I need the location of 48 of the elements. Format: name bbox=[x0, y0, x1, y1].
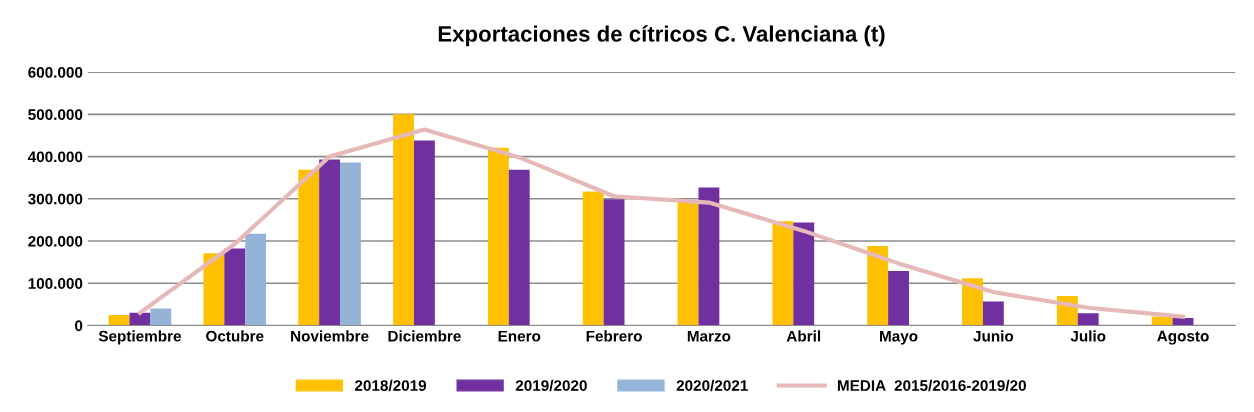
y-tick-label: 200.000 bbox=[28, 235, 83, 247]
x-tick-label: Septiembre bbox=[98, 330, 182, 345]
legend-label: 2019/2020 bbox=[515, 379, 587, 392]
bar bbox=[1077, 313, 1099, 326]
x-tick-label: Julio bbox=[1070, 330, 1106, 342]
bar bbox=[340, 162, 361, 326]
bar bbox=[508, 169, 530, 326]
bar bbox=[888, 271, 909, 326]
legend-label: 2018/2019 bbox=[354, 379, 427, 392]
bar bbox=[487, 147, 509, 326]
x-tick-label: Marzo bbox=[687, 330, 731, 342]
bar bbox=[245, 233, 267, 326]
y-tick-label: 400.000 bbox=[27, 151, 83, 163]
legend-label: MEDIA 2015/2016-2019/20 bbox=[837, 379, 1026, 392]
bar bbox=[582, 191, 604, 326]
bar bbox=[962, 278, 983, 326]
x-tick-label: Noviembre bbox=[291, 330, 369, 342]
bar bbox=[224, 248, 246, 326]
x-tick-label: Octubre bbox=[206, 330, 264, 342]
x-tick-label: Diciembre bbox=[388, 330, 461, 342]
bar bbox=[677, 200, 699, 326]
bar bbox=[319, 159, 341, 326]
chart-title: Exportaciones de cítricos C. Valenciana (t) bbox=[438, 25, 885, 47]
legend-label: 2020/2021 bbox=[676, 379, 748, 392]
x-tick-label: Febrero bbox=[586, 330, 642, 342]
bar bbox=[203, 253, 225, 326]
x-tick-label: Mayo bbox=[880, 330, 918, 345]
bar bbox=[772, 221, 794, 326]
x-tick-label: Agosto bbox=[1157, 330, 1209, 345]
x-tick-label: Junio bbox=[973, 330, 1014, 342]
y-tick-label: 300.000 bbox=[28, 193, 83, 205]
bar bbox=[982, 301, 1004, 326]
x-tick-label: Abril bbox=[786, 330, 821, 342]
bar bbox=[867, 246, 889, 326]
y-tick-label: 500.000 bbox=[28, 109, 83, 121]
bar bbox=[603, 199, 625, 326]
y-tick-label: 0 bbox=[75, 320, 83, 332]
bar bbox=[298, 169, 320, 326]
x-tick-label: Enero bbox=[498, 330, 541, 342]
y-tick-label: 600.000 bbox=[28, 66, 83, 78]
bar bbox=[150, 308, 172, 326]
bar bbox=[698, 187, 720, 326]
bar bbox=[108, 314, 130, 326]
y-tick-label: 100.000 bbox=[28, 278, 83, 289]
line-series bbox=[137, 127, 1186, 319]
bar bbox=[393, 114, 414, 326]
bar bbox=[413, 140, 435, 326]
bar bbox=[793, 222, 815, 326]
